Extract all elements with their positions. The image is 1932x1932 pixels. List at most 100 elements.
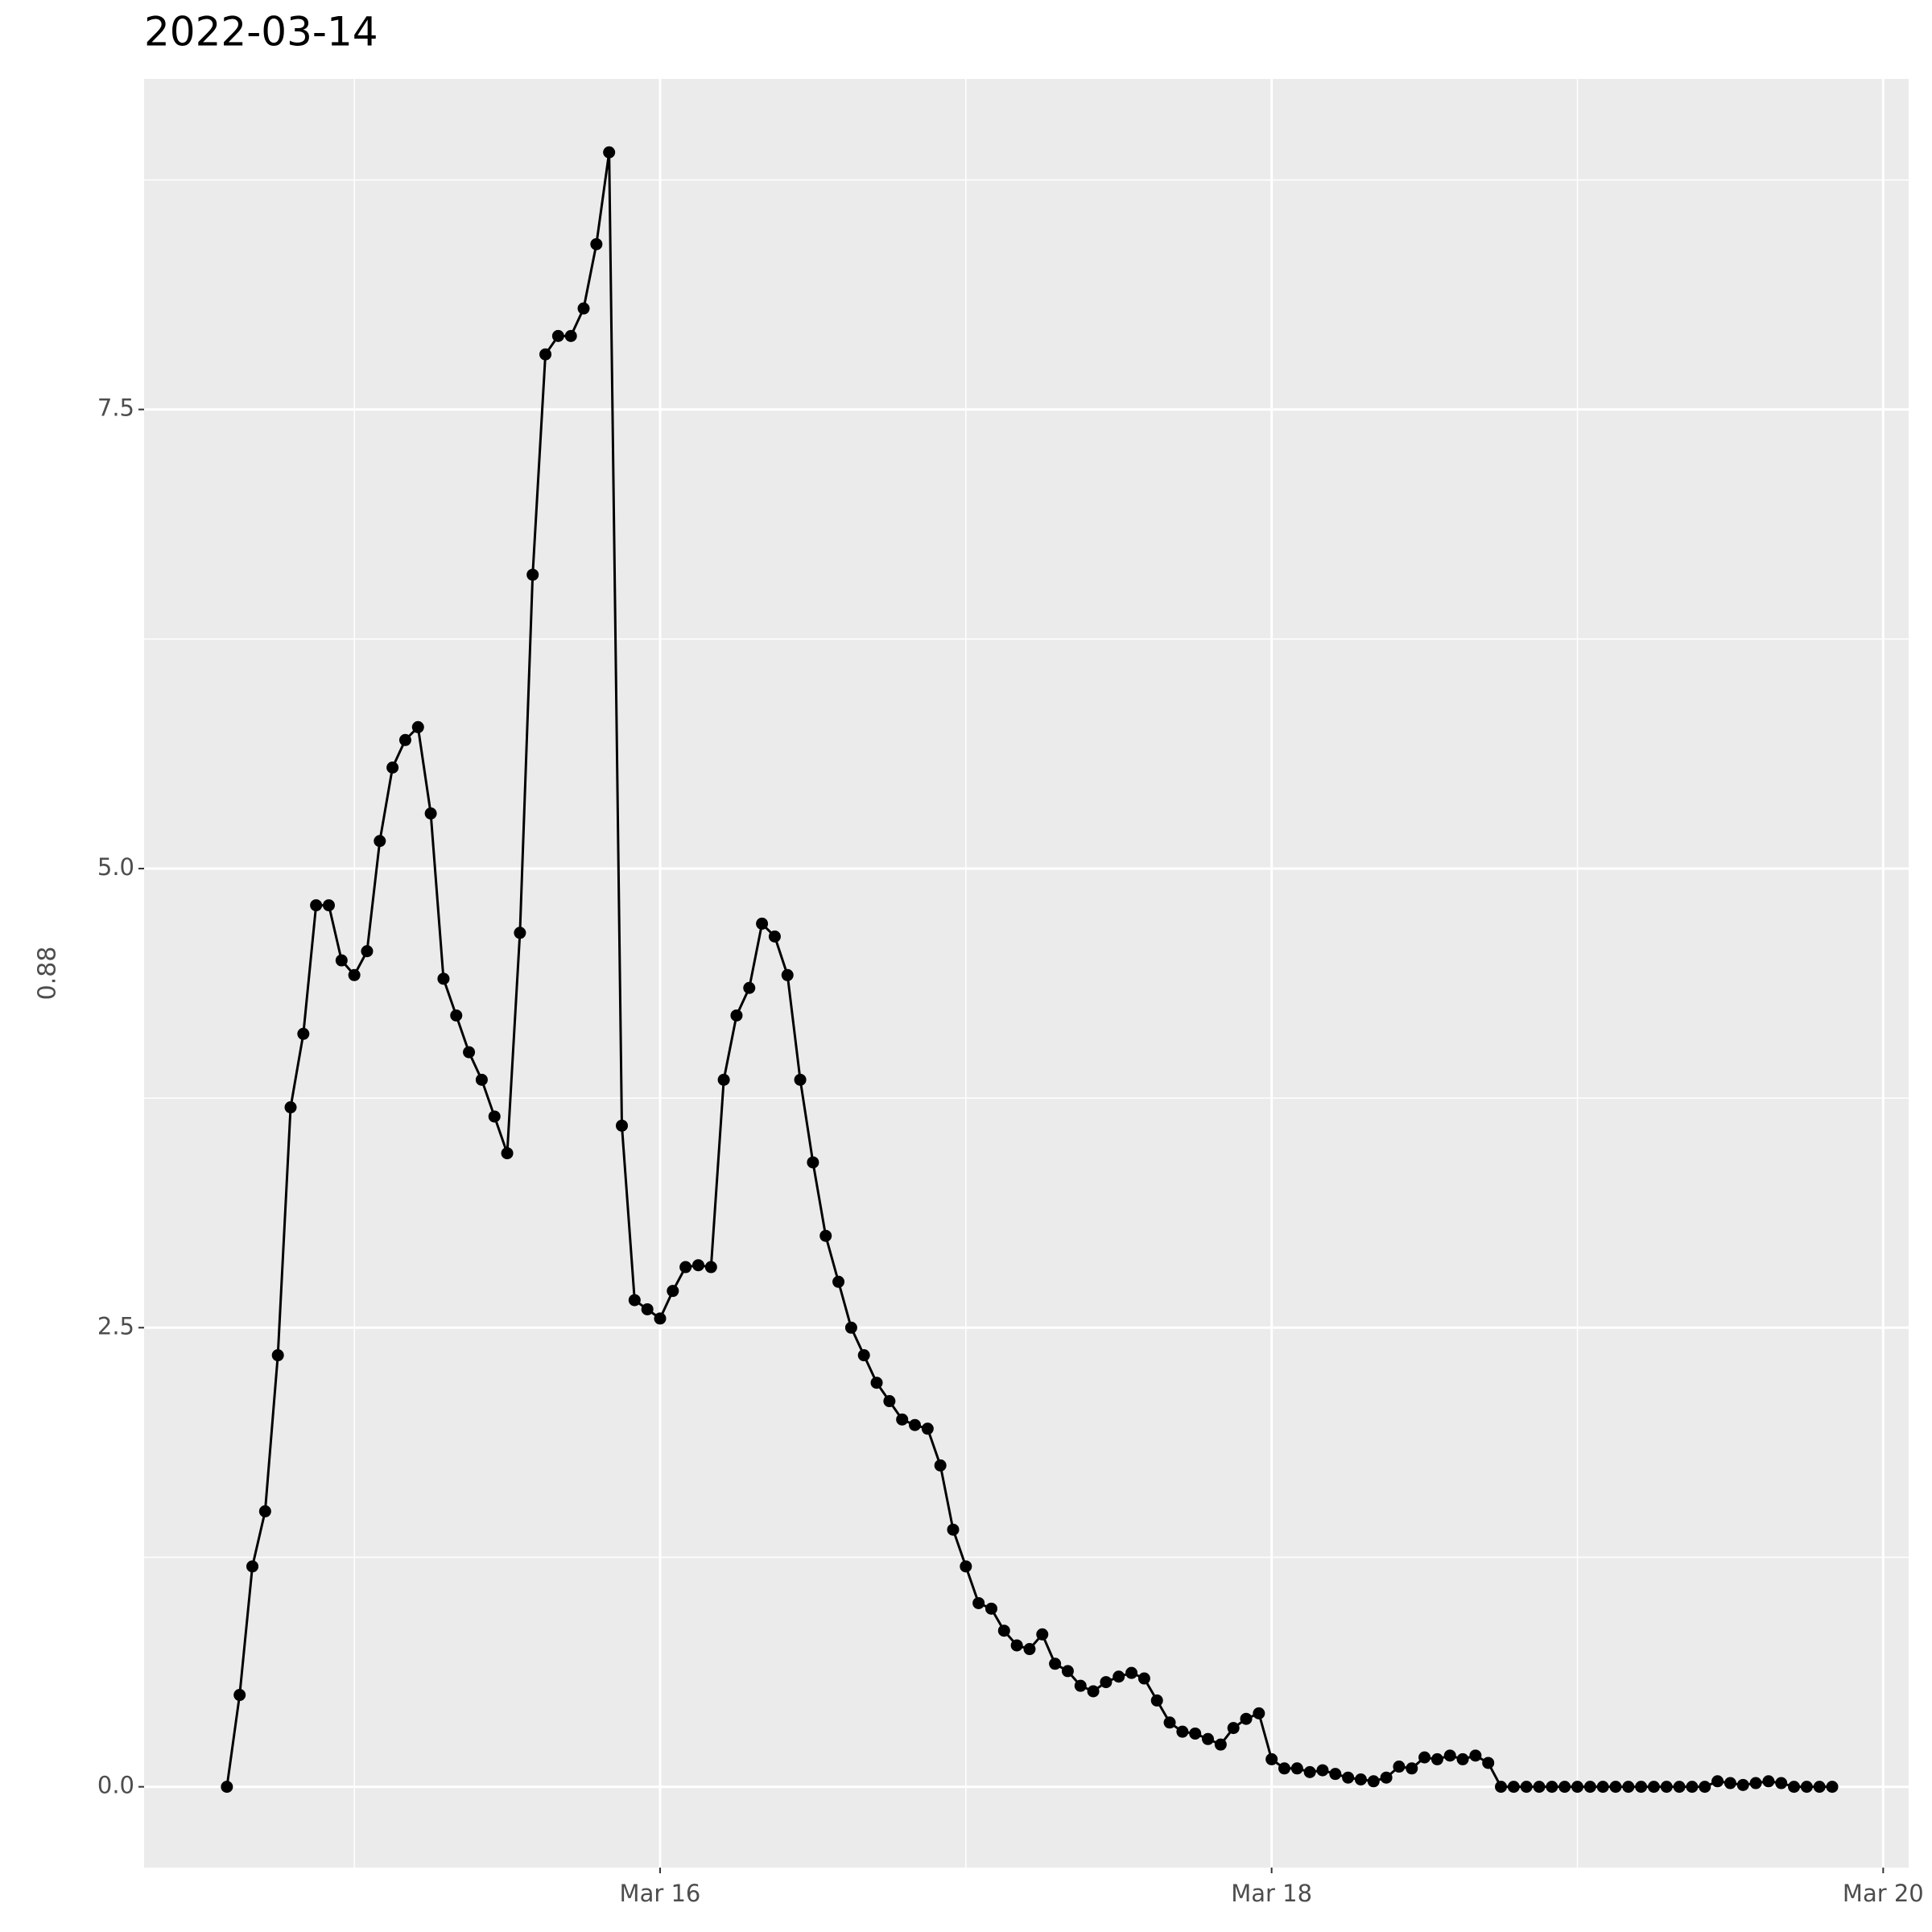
data-point <box>667 1285 679 1298</box>
data-point <box>934 1459 947 1472</box>
data-point <box>398 733 411 746</box>
chart-title: 2022-03-14 <box>144 9 378 56</box>
data-point <box>501 1147 514 1160</box>
data-point <box>832 1275 845 1288</box>
data-point <box>1546 1781 1558 1794</box>
data-point <box>246 1560 259 1573</box>
y-tick-label: 0.0 <box>97 1772 134 1799</box>
data-point <box>1711 1775 1724 1788</box>
data-point <box>233 1689 246 1702</box>
data-point <box>730 1009 743 1022</box>
data-point <box>1469 1749 1482 1762</box>
data-point <box>271 1349 284 1362</box>
data-point <box>1788 1781 1801 1794</box>
data-point <box>1227 1722 1240 1735</box>
data-point <box>1673 1781 1686 1794</box>
data-point <box>539 348 552 361</box>
data-point <box>1533 1781 1546 1794</box>
data-point <box>1214 1738 1227 1751</box>
data-point <box>756 917 769 930</box>
data-point <box>794 1073 807 1086</box>
data-point <box>1125 1666 1138 1679</box>
data-point <box>616 1119 629 1132</box>
data-point <box>704 1261 717 1274</box>
data-point <box>1150 1694 1163 1707</box>
data-point <box>1189 1727 1202 1740</box>
x-tick-label: Mar 20 <box>1843 1880 1924 1907</box>
data-point <box>374 835 386 848</box>
data-point <box>1699 1781 1711 1794</box>
data-point <box>1253 1707 1265 1719</box>
data-point <box>1724 1777 1736 1790</box>
data-point <box>488 1110 501 1123</box>
data-point <box>1137 1672 1150 1685</box>
data-point <box>284 1101 297 1114</box>
data-point <box>1813 1781 1826 1794</box>
data-point <box>1609 1781 1622 1794</box>
data-point <box>1113 1670 1125 1683</box>
plot-panel <box>144 79 1909 1868</box>
data-point <box>1074 1679 1087 1692</box>
data-point <box>819 1229 832 1242</box>
data-point <box>463 1046 476 1059</box>
data-point <box>1202 1732 1215 1745</box>
data-point <box>997 1624 1010 1637</box>
data-point <box>1087 1685 1100 1698</box>
data-point <box>883 1395 896 1408</box>
data-point <box>386 761 399 774</box>
data-point <box>1163 1716 1176 1729</box>
data-point <box>1800 1781 1813 1794</box>
data-point <box>221 1781 233 1794</box>
data-point <box>1686 1781 1699 1794</box>
data-point <box>322 899 335 912</box>
y-tick-label: 2.5 <box>97 1312 134 1340</box>
data-point <box>844 1321 857 1334</box>
data-point <box>870 1377 883 1389</box>
data-point <box>1406 1762 1418 1775</box>
data-point <box>781 968 794 981</box>
data-point <box>1176 1725 1189 1738</box>
data-point <box>1342 1771 1355 1784</box>
data-point <box>1571 1781 1584 1794</box>
data-point <box>577 302 590 315</box>
data-point <box>361 945 374 958</box>
data-point <box>743 981 756 994</box>
data-point <box>896 1413 909 1426</box>
data-point <box>1418 1751 1431 1764</box>
data-point <box>909 1418 922 1431</box>
data-point <box>1354 1773 1367 1785</box>
data-point <box>437 972 450 985</box>
x-tick-label: Mar 16 <box>620 1880 701 1907</box>
data-point <box>1061 1665 1074 1678</box>
data-point <box>1520 1781 1533 1794</box>
data-point <box>1482 1757 1495 1769</box>
data-point <box>1303 1765 1316 1778</box>
data-point <box>1622 1781 1635 1794</box>
data-point <box>1316 1764 1329 1777</box>
data-point <box>1100 1676 1113 1689</box>
data-point <box>628 1294 641 1307</box>
data-point <box>450 1009 463 1022</box>
data-point <box>1443 1749 1456 1762</box>
data-point <box>475 1073 488 1086</box>
data-point <box>526 568 539 581</box>
data-point <box>1762 1775 1775 1788</box>
data-point <box>1240 1712 1253 1725</box>
data-point <box>424 807 437 820</box>
data-point <box>603 146 616 159</box>
data-point <box>1736 1778 1749 1791</box>
data-point <box>1775 1777 1788 1790</box>
data-point <box>1290 1762 1303 1775</box>
data-point <box>551 329 564 342</box>
data-point <box>1749 1777 1762 1790</box>
data-point <box>654 1312 667 1325</box>
data-point <box>1380 1771 1393 1784</box>
data-point <box>1507 1781 1520 1794</box>
data-point <box>857 1349 870 1362</box>
data-point <box>691 1259 704 1272</box>
y-axis-label: 0.88 <box>34 947 62 1001</box>
data-point <box>1265 1752 1278 1765</box>
data-point <box>514 927 526 939</box>
data-point <box>310 899 323 912</box>
